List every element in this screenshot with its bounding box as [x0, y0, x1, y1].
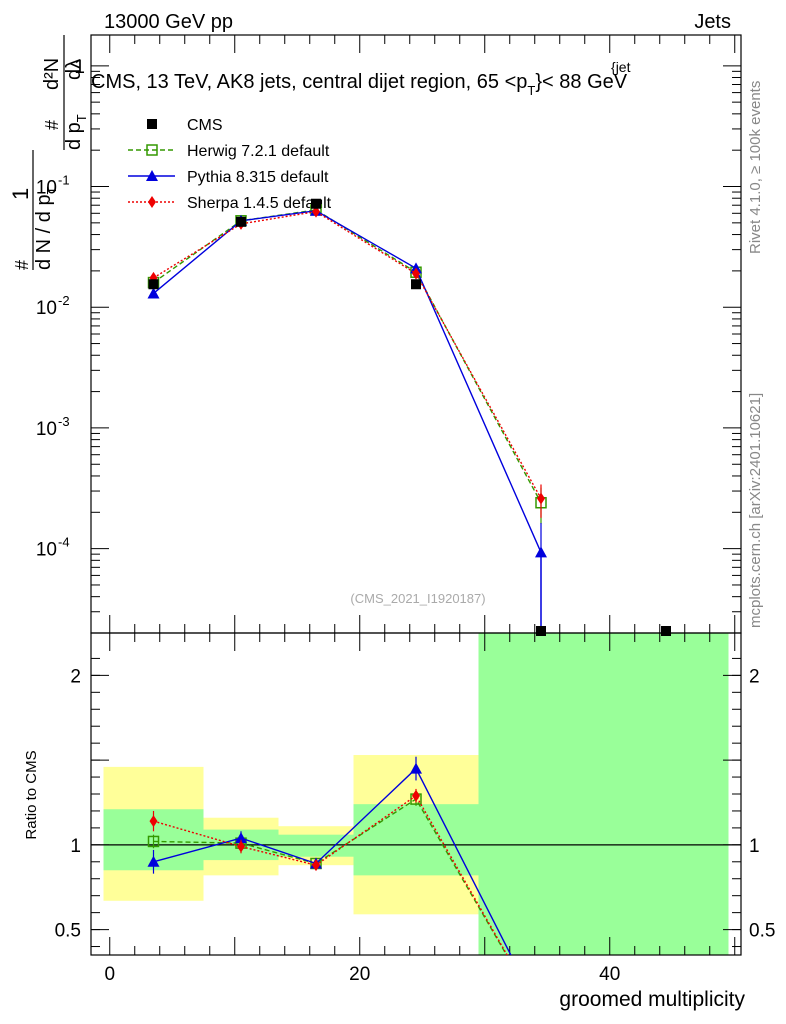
sherpa-point	[412, 267, 420, 280]
ratio-series	[147, 756, 512, 955]
legend-label-herwig: Herwig 7.2.1 default	[187, 143, 330, 160]
herwig-ratio-line	[153, 798, 508, 955]
cms-point	[661, 626, 671, 636]
pythia-ratio-point	[410, 762, 422, 774]
sherpa-point	[537, 492, 545, 505]
ylabel-dpt: d pT	[63, 114, 89, 150]
plot-title: CMS, 13 TeV, AK8 jets, central dijet reg…	[91, 71, 628, 98]
sherpa-ratio-point	[149, 815, 158, 828]
main-ytick-exponent: -2	[58, 293, 70, 308]
ratio-axes: 0.5 0.51 12 20 20 40	[55, 632, 775, 985]
legend-label-sherpa: Sherpa 1.4.5 default	[187, 195, 332, 212]
ylabel-hash: #	[12, 260, 32, 270]
main-ytick-label: 10	[36, 298, 57, 319]
ylabel-d2n: d²N	[41, 58, 63, 90]
herwig-ratio-point	[147, 835, 160, 848]
ratio-xtick-label: 20	[349, 964, 370, 985]
ylabel-dlambda: dλ	[63, 59, 85, 80]
band-inner-4	[478, 633, 729, 955]
legend-marker-sherpa	[148, 196, 156, 208]
main-ytick-label: 10	[36, 178, 57, 199]
ratio-ytick-label-right: 2	[749, 666, 760, 687]
ylabel-one: 1	[8, 188, 33, 200]
sherpa-ratio-point	[412, 789, 420, 802]
sherpa-ratio-point	[312, 859, 320, 872]
ratio-ytick-label-right: 0.5	[749, 921, 775, 942]
ratio-xtick-label: 0	[104, 964, 115, 985]
x-axis-label: groomed multiplicity	[559, 988, 745, 1011]
legend-label-pythia: Pythia 8.315 default	[187, 169, 329, 186]
pythia-ratio-point	[235, 832, 247, 844]
rivet-version-label: Rivet 4.1.0, ≥ 100k events	[747, 81, 764, 254]
ratio-bands	[103, 633, 729, 955]
legend: CMS Herwig 7.2.1 default Pythia 8.315 defa…	[128, 117, 332, 212]
legend-marker-cms	[147, 119, 157, 129]
y-axis-label-main: # 1 d N / d pT # d²N d pT dλ	[8, 35, 89, 270]
pythia-point	[147, 287, 160, 299]
cms-point	[148, 279, 159, 290]
mcplots-label: mcplots.cern.ch [arXiv:2401.10621]	[747, 393, 764, 628]
herwig-line	[153, 209, 542, 504]
main-axes: 110-110-210-310-4	[36, 34, 742, 634]
ratio-ytick-label: 2	[70, 666, 81, 687]
ratio-xtick-label: 40	[599, 964, 620, 985]
main-ytick-label: 1	[74, 57, 85, 78]
ratio-ytick-label-right: 1	[749, 836, 760, 857]
cms-point	[311, 198, 321, 209]
main-ytick-label: 10	[36, 540, 57, 561]
pythia-point	[535, 546, 547, 558]
main-ytick-exponent: -4	[58, 535, 70, 550]
band-inner-3	[353, 804, 479, 876]
pythia-ratio-point	[147, 855, 160, 867]
main-series	[147, 198, 671, 636]
ratio-ytick-label: 1	[70, 836, 81, 857]
cms-point	[411, 279, 421, 290]
category-label: Jets	[694, 11, 731, 33]
pythia-line	[153, 210, 542, 553]
main-ytick-exponent: -1	[58, 173, 70, 188]
main-ytick-label: 10	[36, 419, 57, 440]
sherpa-line	[153, 210, 542, 499]
y-axis-label-ratio: Ratio to CMS	[23, 750, 40, 839]
ratio-ytick-label: 0.5	[55, 921, 81, 942]
legend-marker-herwig	[146, 144, 158, 156]
collision-label: 13000 GeV pp	[104, 11, 233, 33]
ratio-series-clipped	[147, 756, 512, 955]
legend-label-cms: CMS	[187, 117, 223, 134]
cms-point	[236, 216, 246, 227]
cms-point	[536, 626, 546, 636]
watermark: (CMS_2021_I1920187)	[350, 591, 485, 606]
legend-marker-pythia	[146, 170, 158, 181]
title-superscript: {jet	[611, 59, 631, 75]
ylabel-hash2: #	[42, 120, 62, 130]
sherpa-ratio-point	[237, 840, 245, 853]
main-ytick-exponent: -3	[58, 414, 70, 429]
ylabel-dn: d N / d pT	[33, 186, 59, 270]
